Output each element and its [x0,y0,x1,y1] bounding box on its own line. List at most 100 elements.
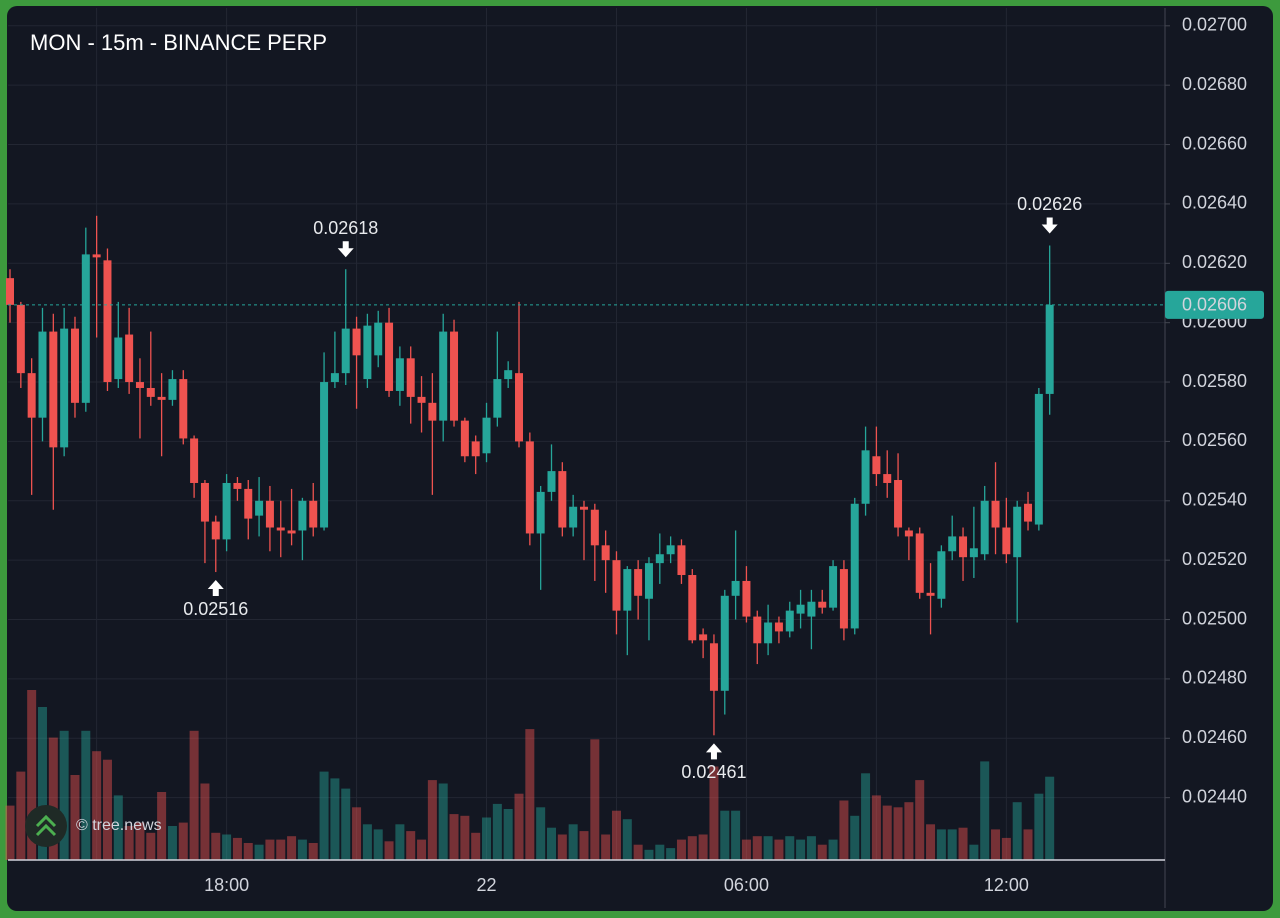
candle-body [265,500,274,528]
volume-bar [741,839,751,860]
volume-bar [167,826,177,860]
volume-bar [308,843,318,860]
candle-body [959,536,968,558]
candle-body [547,471,556,492]
candle-body [49,331,58,448]
volume-bar [676,839,686,860]
volume-bar [644,849,654,860]
candle-body [623,569,632,611]
volume-bar [460,815,470,860]
candle-body [125,334,134,383]
volume-bar [373,829,383,860]
volume-bar [254,844,264,860]
candle-body [969,548,978,558]
candle-body [785,610,794,632]
volume-bar [806,836,816,860]
volume-bar [785,836,795,860]
candle-body [1034,393,1043,525]
volume-bar [157,792,167,860]
volume-bar [243,843,253,860]
volume-bar [146,832,156,860]
candle-body [991,500,1000,528]
y-tick-label: 0.02480 [1182,668,1247,688]
candle-body [395,358,404,391]
volume-bar [297,839,307,860]
volume-bar [211,832,221,860]
candle-body [709,643,718,691]
candle-body [103,260,112,383]
x-tick-label: 12:00 [984,875,1029,895]
candle-body [558,471,567,528]
candle-body [894,480,903,528]
candle-body [504,370,513,380]
volume-bar [330,778,340,860]
arrow-up [207,580,224,597]
volume-bar [81,730,91,860]
volume-bar [92,751,102,860]
volume-bar [200,783,210,860]
candle-body [233,482,242,489]
watermark-text: © tree.news [76,817,162,834]
y-tick-label: 0.02440 [1182,786,1247,806]
candle-body [1045,304,1054,394]
volume-bar [5,805,15,860]
candle-body [92,254,101,258]
volume-bar [839,800,849,860]
y-tick-label: 0.02640 [1182,193,1247,213]
volume-bar [720,810,730,860]
candle-body [38,331,47,418]
candle-body [980,500,989,555]
volume-bar [178,822,188,860]
candle-body [1024,503,1033,522]
candle-body [298,500,307,531]
candle-body [677,545,686,576]
volume-bar [969,844,979,860]
candle-body [1013,506,1022,558]
candle-body [493,379,502,418]
watermark-chevrons [35,814,57,837]
volume-bar [980,761,990,860]
annotation-layer: 0.02606 0.02618 0.02516 0.02461 0.02626 [8,194,1264,782]
y-tick-label: 0.02680 [1182,74,1247,94]
volume-bar [1023,829,1033,860]
candle-body [753,616,762,644]
candle-body [309,500,318,528]
volume-bar [828,839,838,860]
volume-bar [1034,793,1044,860]
candle-body [644,563,653,599]
volume-bar [362,824,372,860]
candle-body [612,560,621,611]
last-price-badge [1165,290,1264,319]
candle-body [731,580,740,596]
volume-bar [189,730,199,860]
candle-body [450,331,459,421]
candle-body [764,622,773,644]
volume-bar [525,729,535,860]
volume-bar [958,827,968,860]
volume-bar [731,810,741,860]
volume-bar [406,831,416,860]
volume-bar [1012,802,1022,860]
volume-bar [774,839,784,860]
volume-bar [861,773,871,860]
candle-body [385,322,394,391]
volume-bar [622,819,632,860]
volume-bar [124,826,134,860]
y-tick-label: 0.02700 [1182,15,1247,35]
x-tick-label: 18:00 [204,875,249,895]
volume-bar [482,817,492,860]
candle-body [948,536,957,552]
volume-bar [319,771,329,860]
candle-layer [6,215,1054,736]
candle-body [515,373,524,442]
candle-body [839,569,848,629]
volume-bar [557,834,567,860]
volume-bar [102,759,112,860]
y-tick-label: 0.02560 [1182,430,1247,450]
y-tick-label: 0.02620 [1182,252,1247,272]
y-tick-label: 0.02660 [1182,133,1247,153]
low-annotation: 0.02516 [183,599,248,619]
candle-body [796,604,805,614]
candle-body [850,503,859,629]
